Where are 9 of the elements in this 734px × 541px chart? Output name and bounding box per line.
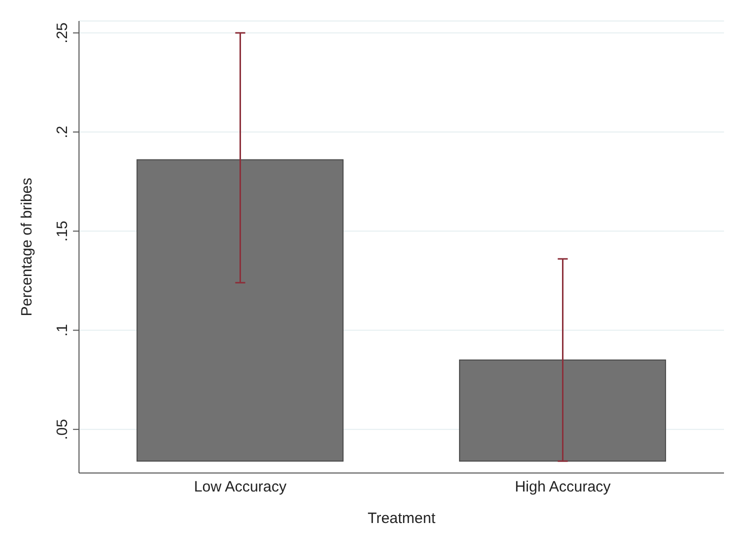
x-tick-label: High Accuracy bbox=[514, 478, 612, 496]
y-tick-label: .15 bbox=[54, 220, 71, 242]
y-tick-label: .25 bbox=[54, 22, 71, 44]
x-axis-title: Treatment bbox=[368, 510, 436, 527]
y-axis-title: Percentage of bribes bbox=[18, 178, 36, 316]
x-tick-label: Low Accuracy bbox=[194, 478, 288, 496]
y-tick-label: .05 bbox=[54, 418, 71, 440]
y-tick-label: .2 bbox=[54, 126, 71, 138]
y-tick-label: .1 bbox=[54, 324, 71, 337]
